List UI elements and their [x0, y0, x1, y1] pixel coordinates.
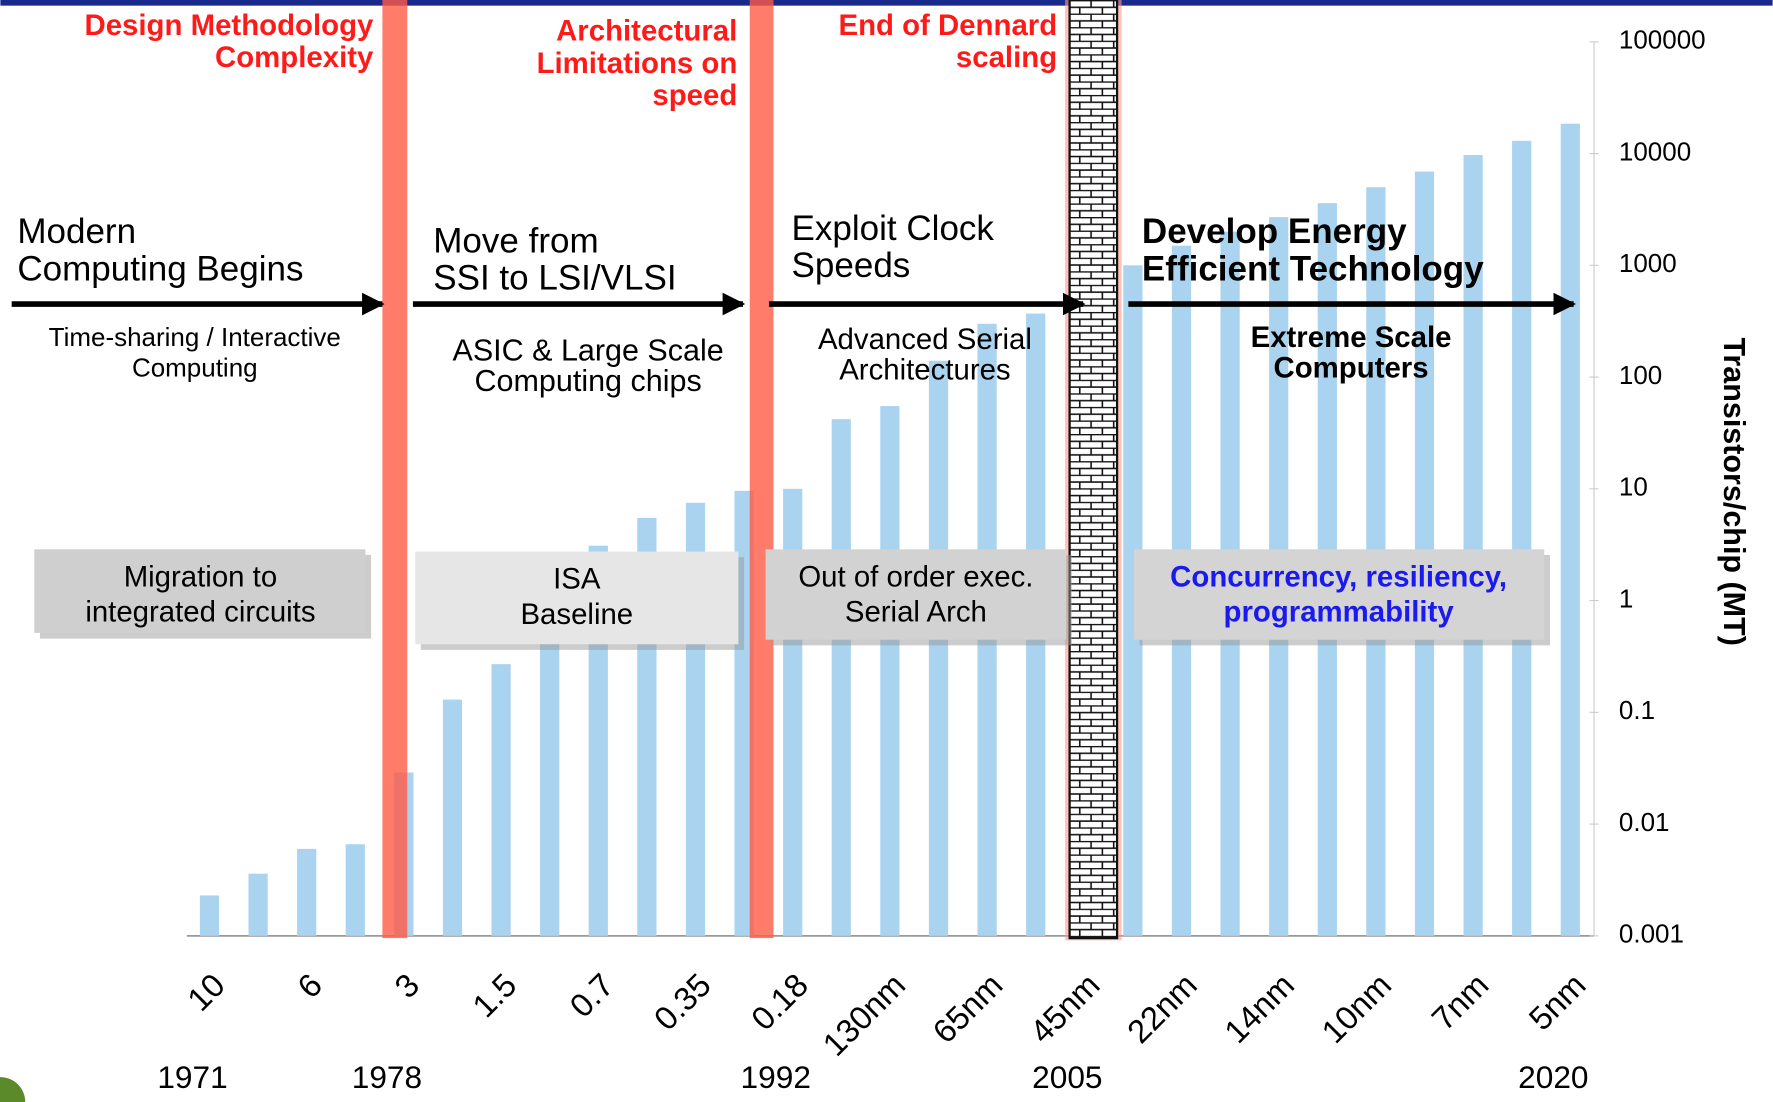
phase-subtitle: Computers — [1274, 351, 1429, 384]
phase-title: Computing Begins — [17, 250, 303, 289]
phase-subtitle: Computing chips — [475, 364, 702, 398]
x-tick-label: 0.18 — [744, 966, 815, 1037]
phase-title: Develop Energy — [1142, 212, 1407, 251]
wall — [1070, 0, 1117, 938]
phase-box-text: Migration to — [124, 560, 277, 593]
year-label: 2005 — [1032, 1059, 1102, 1095]
bar — [248, 874, 267, 936]
phase-subtitle: Time-sharing / Interactive — [49, 322, 341, 352]
phase-box-text: programmability — [1224, 595, 1455, 628]
phase-title: Modern — [17, 212, 136, 251]
barrier-heading: speed — [652, 79, 737, 112]
y-tick-label: 0.001 — [1619, 919, 1684, 949]
x-tick-label: 65nm — [925, 966, 1009, 1050]
bar — [1512, 141, 1531, 936]
barrier-band — [382, 0, 407, 938]
barrier-heading: scaling — [956, 41, 1057, 74]
x-tick-label: 0.35 — [647, 966, 718, 1037]
y-tick-label: 10 — [1619, 472, 1648, 502]
y-tick-label: 100000 — [1619, 25, 1706, 55]
barrier-heading: Complexity — [215, 41, 374, 74]
phase-title: SSI to LSI/VLSI — [433, 259, 676, 298]
bar — [346, 844, 365, 936]
phase-subtitle: Extreme Scale — [1251, 321, 1452, 354]
logo-fragment — [0, 1077, 25, 1102]
x-tick-label: 14nm — [1217, 966, 1301, 1050]
bar — [491, 664, 510, 936]
bar — [200, 895, 219, 935]
phase-subtitle: Advanced Serial — [818, 323, 1032, 356]
phase-title: Speeds — [792, 246, 911, 285]
y-tick-label: 0.01 — [1619, 807, 1670, 837]
chart: 0.001 0.01 0.1 1 10 100 1000 10000 100000 Transis… — [0, 0, 1773, 1102]
y-tick-label: 1000 — [1619, 248, 1677, 278]
x-tick-label: 10nm — [1314, 966, 1398, 1050]
barrier-band — [750, 0, 774, 938]
x-tick-label: 7nm — [1424, 966, 1495, 1037]
phase-box-text: Baseline — [520, 598, 633, 631]
y-axis-label: Transistors/chip (MT) — [1717, 337, 1751, 645]
phase-subtitle: ASIC & Large Scale — [452, 334, 723, 368]
x-tick-label: 5nm — [1521, 966, 1592, 1037]
barrier-heading: End of Dennard — [838, 9, 1057, 42]
phase-box-text: Serial Arch — [845, 595, 987, 628]
year-label: 1992 — [741, 1059, 811, 1095]
bar — [929, 361, 948, 936]
phase-title: Exploit Clock — [792, 209, 995, 248]
year-label: 1971 — [157, 1059, 227, 1095]
phase-box-text: integrated circuits — [85, 595, 315, 628]
phase-box-text: Out of order exec. — [798, 560, 1033, 593]
barrier-heading: Architectural — [556, 15, 737, 48]
year-label: 1978 — [352, 1059, 422, 1095]
phase-subtitle: Computing — [132, 352, 258, 382]
y-tick-label: 10000 — [1619, 136, 1691, 166]
bar — [832, 419, 851, 936]
barrier-heading: Design Methodology — [85, 9, 375, 42]
phase-box-text: Concurrency, resiliency, — [1170, 560, 1507, 593]
y-tick-label: 0.1 — [1619, 695, 1655, 725]
y-tick-label: 100 — [1619, 360, 1662, 390]
phase-title: Efficient Technology — [1142, 250, 1484, 289]
phase-subtitle: Architectures — [839, 354, 1010, 387]
phase-box-text: ISA — [553, 563, 601, 596]
x-tick-label: 6 — [290, 966, 329, 1005]
bar — [443, 700, 462, 936]
barrier-heading: Limitations on — [537, 47, 738, 80]
x-tick-label: 10 — [180, 966, 232, 1018]
x-tick-label: 1.5 — [465, 966, 523, 1024]
x-tick-label: 22nm — [1120, 966, 1204, 1050]
x-tick-label: 130nm — [815, 966, 912, 1063]
y-tick-label: 1 — [1619, 583, 1633, 613]
phase-title: Move from — [433, 221, 598, 260]
year-label: 2020 — [1518, 1059, 1588, 1095]
top-band — [0, 0, 1772, 6]
bar — [297, 849, 316, 936]
x-tick-label: 45nm — [1023, 966, 1107, 1050]
bar — [1561, 124, 1580, 936]
bar — [880, 406, 899, 936]
x-tick-label: 0.7 — [562, 966, 620, 1024]
x-tick-label: 3 — [387, 966, 426, 1005]
bar — [540, 625, 559, 935]
